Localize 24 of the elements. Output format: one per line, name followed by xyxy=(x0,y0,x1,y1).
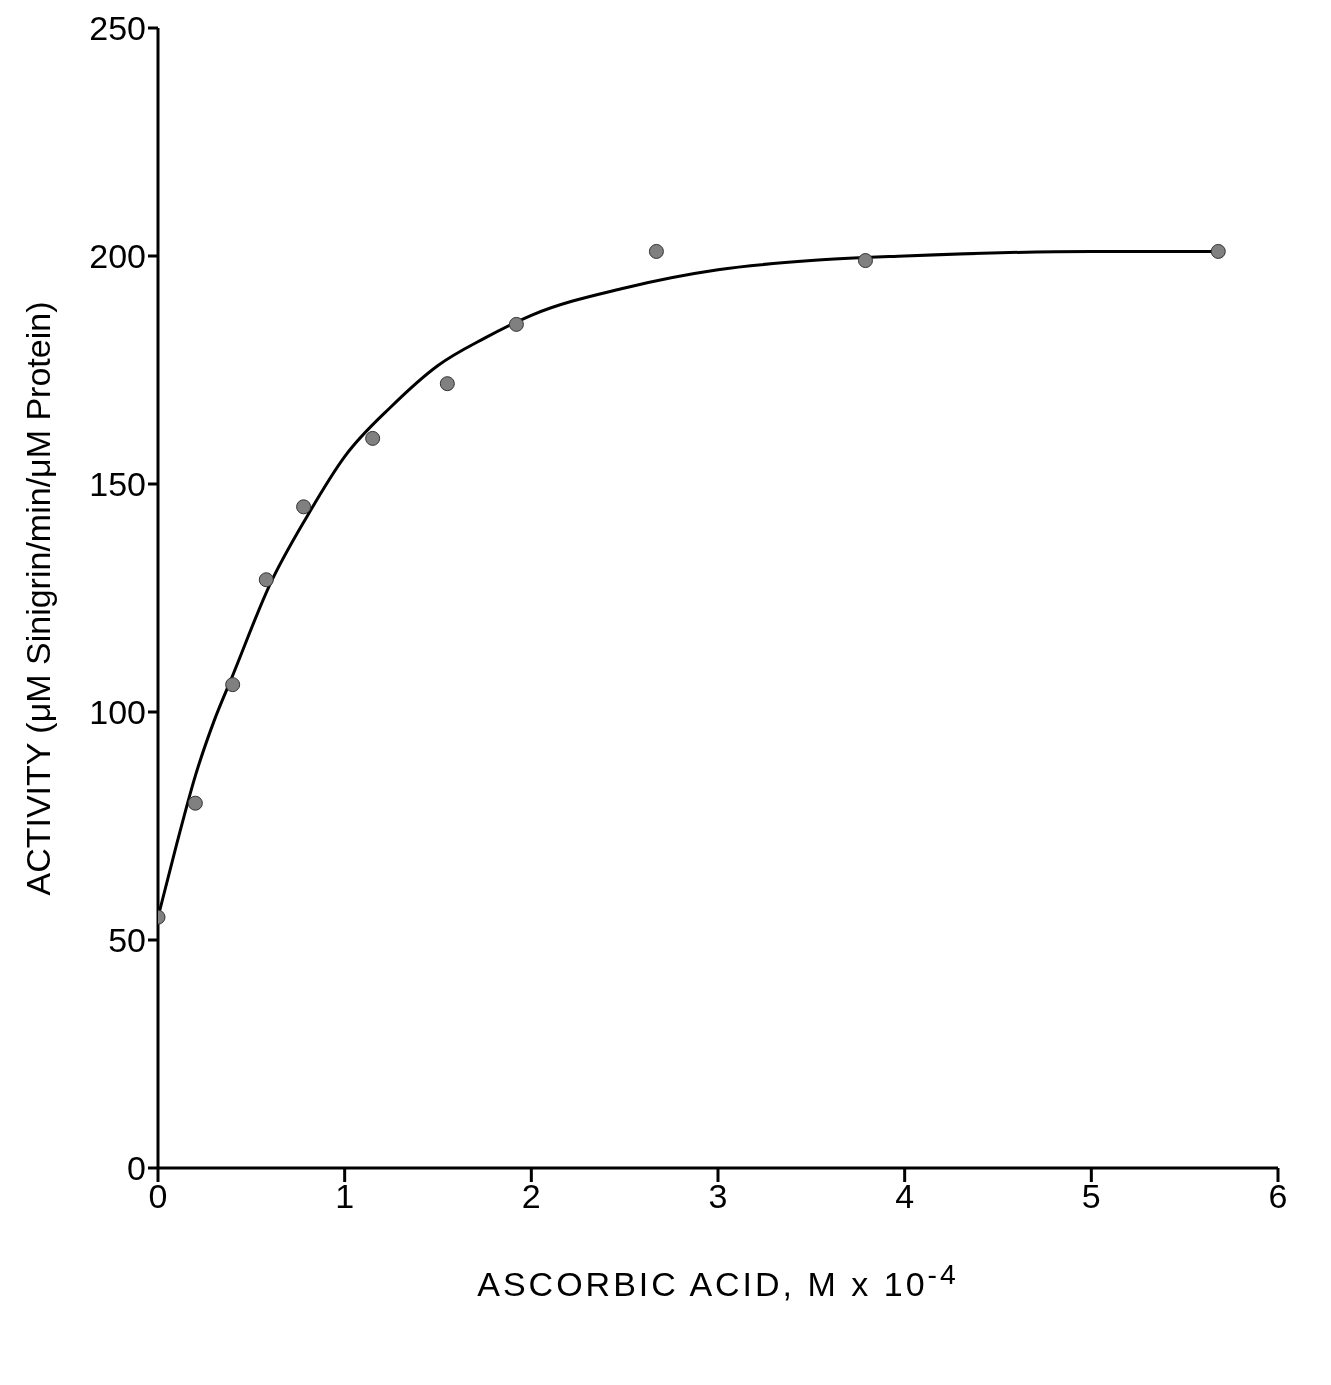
x-axis-title: ASCORBIC ACID, M x 10$^{-4}$ xyxy=(476,1258,960,1305)
point xyxy=(296,499,312,515)
point xyxy=(857,253,873,269)
point xyxy=(365,430,381,446)
y-tick-label: 50 xyxy=(108,921,146,960)
x-tick-label: 1 xyxy=(335,1177,355,1216)
x-tick-label: 4 xyxy=(895,1177,915,1216)
y-tick-label: 200 xyxy=(89,237,146,276)
point xyxy=(225,677,241,693)
x-tick-label: 2 xyxy=(521,1177,541,1216)
x-tick-label: 6 xyxy=(1268,1177,1288,1216)
y-tick-label: 250 xyxy=(89,9,146,48)
y-tick-label: 100 xyxy=(89,693,146,732)
point xyxy=(258,572,274,588)
point xyxy=(1210,243,1226,259)
x-tick-label: 3 xyxy=(708,1177,728,1216)
y-axis-title: ACTIVITY (μM Sinigrin/min/μM Protein) xyxy=(18,300,58,896)
point xyxy=(508,316,524,332)
point xyxy=(187,795,203,811)
y-tick-label: 150 xyxy=(89,465,146,504)
point xyxy=(439,376,455,392)
x-tick-label: 5 xyxy=(1081,1177,1101,1216)
point xyxy=(648,243,664,259)
y-tick-label: 0 xyxy=(127,1149,146,1188)
